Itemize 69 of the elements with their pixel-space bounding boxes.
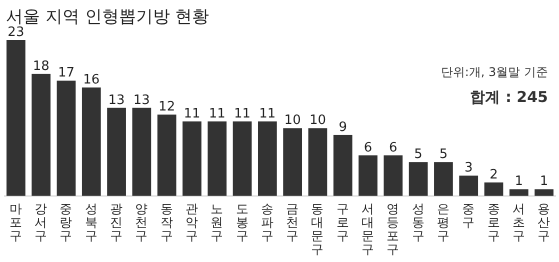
x-tick-label: 중랑구 xyxy=(60,201,73,243)
x-tick-label: 동대문구 xyxy=(311,201,324,256)
data-label: 13 xyxy=(108,92,125,108)
x-tick-label: 금천구 xyxy=(286,201,300,243)
bar xyxy=(157,114,176,196)
bar xyxy=(182,121,202,196)
data-label: 13 xyxy=(133,92,150,108)
x-tick-label: 구로구 xyxy=(336,201,350,243)
bar xyxy=(6,40,26,196)
bar xyxy=(32,74,51,196)
data-label: 23 xyxy=(8,25,24,40)
data-label: 1 xyxy=(514,174,524,190)
x-tick-label: 양천구 xyxy=(135,201,148,243)
x-tick-label: 마포구 xyxy=(9,201,22,243)
x-tick-label: 노원구 xyxy=(210,201,224,243)
data-label: 10 xyxy=(309,113,326,128)
bar xyxy=(434,162,453,196)
x-tick-label: 종로구 xyxy=(487,201,500,243)
x-tick-label: 광진구 xyxy=(110,201,124,243)
bar xyxy=(358,155,378,196)
data-label: 3 xyxy=(464,160,473,176)
data-label: 11 xyxy=(184,106,200,122)
data-label: 17 xyxy=(58,66,75,81)
bar xyxy=(459,176,478,196)
bar xyxy=(384,155,403,196)
data-label: 9 xyxy=(338,120,348,135)
x-tick-label: 중구 xyxy=(462,201,476,230)
x-tick-label: 동작구 xyxy=(160,201,174,243)
data-label: 18 xyxy=(32,58,50,74)
annotation: 합계 : 245 xyxy=(470,88,548,106)
data-label: 5 xyxy=(439,147,448,162)
bar xyxy=(132,108,152,196)
chart-title: 서울 지역 인형뽑기방 현황 xyxy=(6,7,210,27)
bar xyxy=(408,162,428,196)
bar xyxy=(534,189,554,196)
bar xyxy=(258,121,277,196)
bar xyxy=(208,121,227,196)
data-label: 6 xyxy=(389,140,398,156)
x-tick-label: 서대문구 xyxy=(362,201,375,256)
data-label: 5 xyxy=(414,147,422,162)
x-tick-label: 은평구 xyxy=(436,201,450,243)
x-tick-label: 성동구 xyxy=(412,201,425,243)
bar xyxy=(283,128,302,196)
bar xyxy=(509,189,528,196)
data-label: 6 xyxy=(364,140,372,156)
x-tick-label: 송파구 xyxy=(260,201,274,243)
x-tick-label: 강서구 xyxy=(34,201,48,243)
bar xyxy=(308,128,328,196)
data-label: 12 xyxy=(158,100,176,115)
x-tick-label: 용산구 xyxy=(538,201,551,243)
data-label: 1 xyxy=(540,174,548,190)
data-label: 11 xyxy=(208,106,226,122)
x-tick-label: 성북구 xyxy=(84,201,98,243)
x-tick-label: 도봉구 xyxy=(236,201,249,243)
bar xyxy=(232,121,252,196)
data-label: 2 xyxy=(490,167,498,182)
bar xyxy=(484,182,504,196)
bar xyxy=(333,134,352,196)
data-label: 10 xyxy=(284,113,301,128)
x-tick-label: 관악구 xyxy=(185,201,198,243)
x-tick-label: 서초구 xyxy=(512,201,526,243)
bar xyxy=(107,108,126,196)
annotation: 단위:개, 3월말 기준 xyxy=(440,65,548,79)
x-tick-label: 영등포구 xyxy=(386,201,400,256)
data-label: 11 xyxy=(259,106,276,122)
bar xyxy=(56,80,76,196)
data-label: 11 xyxy=(234,106,251,122)
data-label: 16 xyxy=(83,72,100,88)
bar xyxy=(82,87,101,196)
